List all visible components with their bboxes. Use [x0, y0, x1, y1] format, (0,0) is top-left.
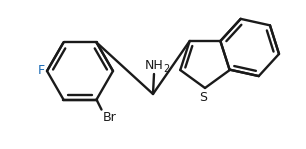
Text: 2: 2	[163, 64, 169, 74]
Text: NH: NH	[145, 59, 163, 72]
Text: F: F	[38, 65, 45, 77]
Text: Br: Br	[103, 111, 116, 124]
Text: S: S	[199, 91, 207, 104]
